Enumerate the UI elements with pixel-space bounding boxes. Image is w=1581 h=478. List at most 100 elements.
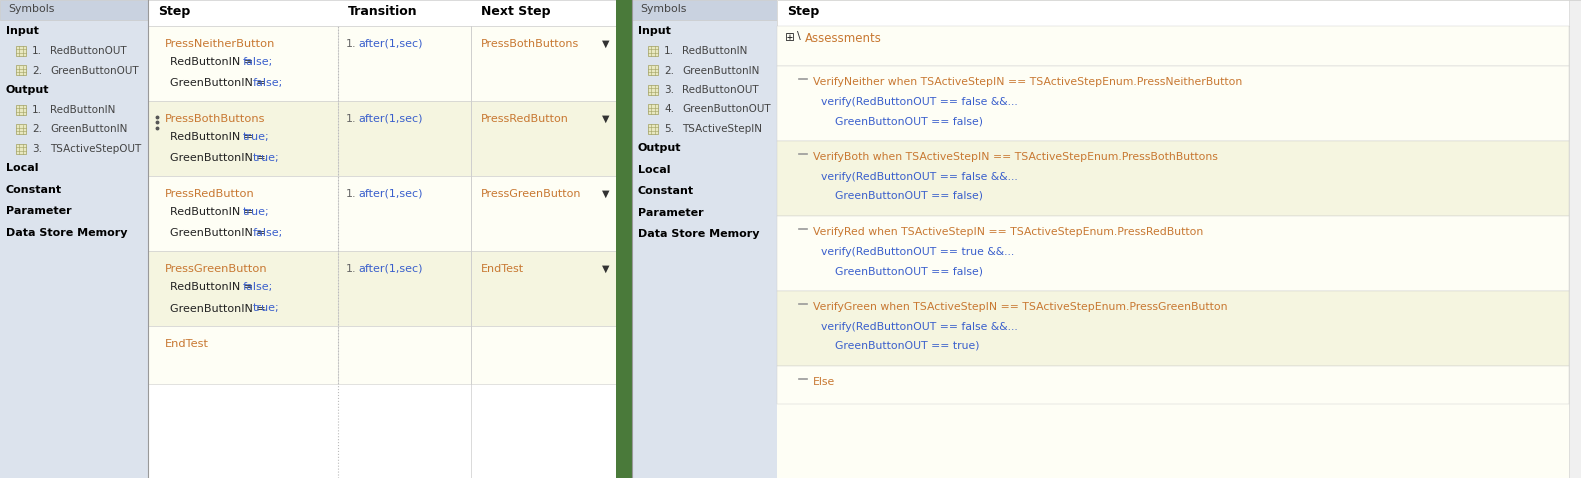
Bar: [471, 251, 617, 326]
Text: 3.: 3.: [32, 144, 43, 154]
Text: RedButtonOUT: RedButtonOUT: [681, 85, 759, 95]
Bar: [648, 46, 658, 56]
Bar: [0, 0, 149, 20]
Text: Local: Local: [639, 165, 670, 175]
Text: true;: true;: [253, 304, 280, 314]
Text: PressGreenButton: PressGreenButton: [164, 264, 267, 274]
Text: true;: true;: [243, 207, 269, 217]
Text: Assessments: Assessments: [805, 32, 882, 45]
Text: GreenButtonOUT == false): GreenButtonOUT == false): [821, 116, 983, 126]
Bar: [648, 85, 658, 95]
Text: RedButtonIN: RedButtonIN: [51, 105, 115, 115]
Text: PressGreenButton: PressGreenButton: [481, 189, 582, 199]
Text: 1.: 1.: [346, 264, 357, 274]
Text: GreenButtonOUT == false): GreenButtonOUT == false): [821, 266, 983, 276]
Text: Output: Output: [639, 143, 681, 153]
Text: after(1,sec): after(1,sec): [357, 264, 422, 274]
Text: ⊞: ⊞: [786, 31, 795, 44]
Text: verify(RedButtonOUT == false &&...: verify(RedButtonOUT == false &&...: [821, 97, 1018, 107]
Text: RedButtonIN =: RedButtonIN =: [171, 282, 256, 292]
Bar: [338, 176, 471, 251]
Text: PressBothButtons: PressBothButtons: [481, 39, 579, 49]
Text: \: \: [797, 31, 805, 41]
Text: EndTest: EndTest: [164, 339, 209, 349]
Text: 4.: 4.: [664, 105, 674, 115]
Bar: [471, 326, 617, 384]
Text: 1.: 1.: [346, 189, 357, 199]
Text: Data Store Memory: Data Store Memory: [6, 228, 128, 238]
Text: VerifyBoth when TSActiveStepIN == TSActiveStepEnum.PressBothButtons: VerifyBoth when TSActiveStepIN == TSActi…: [813, 152, 1217, 162]
Text: PressNeitherButton: PressNeitherButton: [164, 39, 275, 49]
Bar: [648, 65, 658, 76]
Bar: [471, 26, 617, 101]
Text: GreenButtonOUT: GreenButtonOUT: [51, 65, 139, 76]
Text: Else: Else: [813, 377, 835, 387]
Text: 5.: 5.: [664, 124, 674, 134]
Text: 1.: 1.: [664, 46, 674, 56]
Text: Symbols: Symbols: [640, 4, 686, 14]
Text: Local: Local: [6, 163, 38, 174]
Bar: [16, 105, 25, 115]
Text: Transition: Transition: [348, 5, 417, 18]
Bar: [776, 26, 1568, 66]
Bar: [16, 124, 25, 134]
Text: 1.: 1.: [32, 46, 43, 56]
Text: verify(RedButtonOUT == true &&...: verify(RedButtonOUT == true &&...: [821, 247, 1015, 257]
Text: after(1,sec): after(1,sec): [357, 39, 422, 49]
Text: VerifyRed when TSActiveStepIN == TSActiveStepEnum.PressRedButton: VerifyRed when TSActiveStepIN == TSActiv…: [813, 227, 1203, 237]
Text: 3.: 3.: [664, 85, 674, 95]
Text: verify(RedButtonOUT == false &&...: verify(RedButtonOUT == false &&...: [821, 322, 1018, 332]
Bar: [149, 251, 338, 326]
Text: Next Step: Next Step: [481, 5, 550, 18]
Bar: [1568, 0, 1581, 478]
Text: ▼: ▼: [602, 189, 610, 199]
Text: GreenButtonOUT == false): GreenButtonOUT == false): [821, 191, 983, 201]
Text: EndTest: EndTest: [481, 264, 525, 274]
Text: ▼: ▼: [602, 39, 610, 49]
Text: 2.: 2.: [32, 65, 43, 76]
Text: PressBothButtons: PressBothButtons: [164, 114, 266, 124]
Text: PressRedButton: PressRedButton: [164, 189, 255, 199]
Text: Parameter: Parameter: [6, 206, 71, 217]
Bar: [338, 326, 471, 384]
Text: true;: true;: [253, 153, 280, 163]
Text: TSActiveStepOUT: TSActiveStepOUT: [51, 144, 141, 154]
Text: Input: Input: [6, 26, 40, 36]
Bar: [149, 101, 338, 176]
Text: Input: Input: [639, 26, 670, 36]
Text: true;: true;: [243, 132, 269, 142]
Text: RedButtonIN =: RedButtonIN =: [171, 207, 256, 217]
Text: VerifyGreen when TSActiveStepIN == TSActiveStepEnum.PressGreenButton: VerifyGreen when TSActiveStepIN == TSAct…: [813, 302, 1227, 312]
Text: ▼: ▼: [602, 114, 610, 124]
Bar: [16, 144, 25, 154]
Text: ▼: ▼: [602, 264, 610, 274]
Bar: [149, 176, 338, 251]
Text: Constant: Constant: [639, 186, 694, 196]
Bar: [471, 101, 617, 176]
Bar: [648, 105, 658, 115]
Bar: [338, 26, 471, 101]
Bar: [648, 124, 658, 134]
Text: after(1,sec): after(1,sec): [357, 189, 422, 199]
Bar: [149, 0, 617, 26]
Bar: [149, 26, 338, 101]
Bar: [776, 66, 1568, 141]
Text: GreenButtonIN =: GreenButtonIN =: [171, 304, 269, 314]
Text: Step: Step: [158, 5, 190, 18]
Text: false;: false;: [253, 228, 283, 239]
Bar: [471, 176, 617, 251]
Text: false;: false;: [243, 282, 274, 292]
Text: 2.: 2.: [32, 124, 43, 134]
Text: 2.: 2.: [664, 65, 674, 76]
Text: GreenButtonOUT: GreenButtonOUT: [681, 105, 770, 115]
Text: GreenButtonIN =: GreenButtonIN =: [171, 153, 269, 163]
Text: RedButtonIN: RedButtonIN: [681, 46, 748, 56]
Text: RedButtonOUT: RedButtonOUT: [51, 46, 126, 56]
Bar: [338, 251, 471, 326]
Bar: [0, 0, 149, 478]
Bar: [149, 326, 338, 384]
Bar: [776, 141, 1568, 216]
Bar: [16, 65, 25, 76]
Bar: [776, 0, 1581, 26]
Bar: [617, 0, 632, 478]
